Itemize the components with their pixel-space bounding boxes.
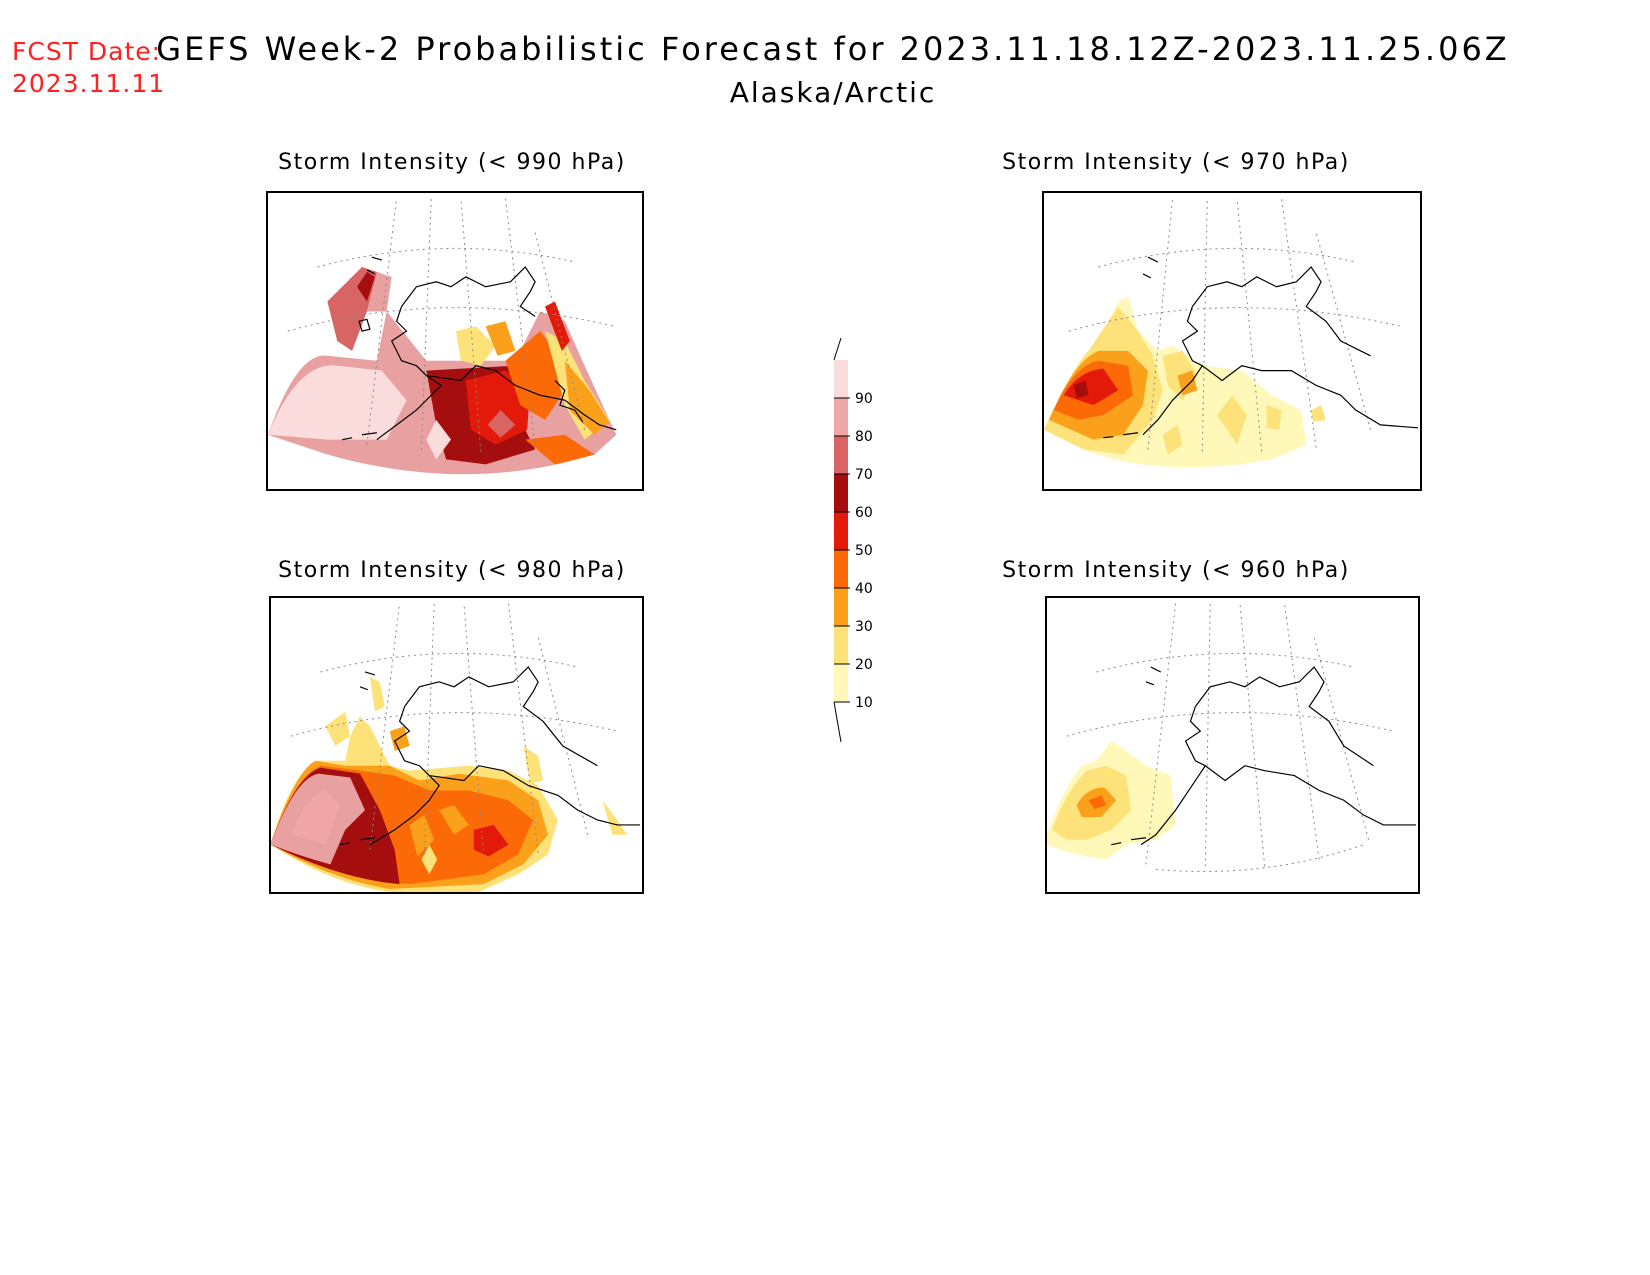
panel-title-960: Storm Intensity (< 960 hPa) [1002, 558, 1350, 583]
prob-field-980 [271, 676, 628, 892]
colorbar-tip-lines [833, 337, 842, 743]
region-subtitle: Alaska/Arctic [729, 76, 937, 109]
colorbar-label-60: 60 [855, 505, 873, 521]
colorbar-labels: 10 20 30 40 50 60 70 80 90 [834, 391, 873, 711]
colorbar-box-10 [834, 664, 848, 702]
map-panel-980 [269, 596, 644, 894]
colorbar-label-10: 10 [855, 695, 873, 711]
map-970-svg [1044, 197, 1419, 468]
prob-field-990 [268, 267, 617, 475]
map-960-svg [1047, 602, 1417, 872]
colorbar-label-80: 80 [855, 429, 873, 445]
colorbar-box-40 [834, 550, 848, 588]
colorbar-label-90: 90 [855, 391, 873, 407]
graticule-980 [290, 602, 618, 857]
colorbar-label-30: 30 [855, 619, 873, 635]
colorbar-label-20: 20 [855, 657, 873, 673]
colorbar-box-80 [834, 398, 848, 436]
coastline-970 [1103, 256, 1419, 439]
map-panel-960 [1045, 596, 1420, 894]
colorbar: 10 20 30 40 50 60 70 80 90 [800, 330, 920, 750]
graticule-970 [1068, 197, 1401, 452]
coastline-990 [342, 256, 617, 441]
map-panel-990 [266, 191, 644, 491]
forecast-date-block: FCST Date: 2023.11.11 [12, 36, 165, 100]
map-panel-970 [1042, 191, 1422, 491]
forecast-date-value: 2023.11.11 [12, 69, 166, 98]
graticule-990 [287, 197, 615, 452]
colorbar-box-20 [834, 626, 848, 664]
prob-field-960 [1047, 741, 1176, 860]
colorbar-label-70: 70 [855, 467, 873, 483]
page-title: GEFS Week-2 Probabilistic Forecast for 2… [156, 30, 1510, 68]
forecast-date-label: FCST Date: [12, 37, 162, 66]
colorbar-box-50 [834, 512, 848, 550]
coastline-960 [1111, 666, 1417, 846]
colorbar-boxes [834, 360, 848, 702]
colorbar-box-60 [834, 474, 848, 512]
map-990-svg [268, 197, 617, 475]
prob-field-970 [1044, 296, 1326, 468]
graticule-960 [1066, 602, 1394, 872]
panel-title-970: Storm Intensity (< 970 hPa) [1002, 150, 1350, 175]
colorbar-box-30 [834, 588, 848, 626]
panel-title-990: Storm Intensity (< 990 hPa) [278, 150, 626, 175]
panel-title-980: Storm Intensity (< 980 hPa) [278, 558, 626, 583]
colorbar-box-90 [834, 360, 848, 398]
colorbar-box-70 [834, 436, 848, 474]
colorbar-label-40: 40 [855, 581, 873, 597]
colorbar-svg: 10 20 30 40 50 60 70 80 90 [833, 337, 873, 743]
coastline-980 [340, 666, 641, 846]
map-980-svg [271, 602, 641, 892]
colorbar-label-50: 50 [855, 543, 873, 559]
